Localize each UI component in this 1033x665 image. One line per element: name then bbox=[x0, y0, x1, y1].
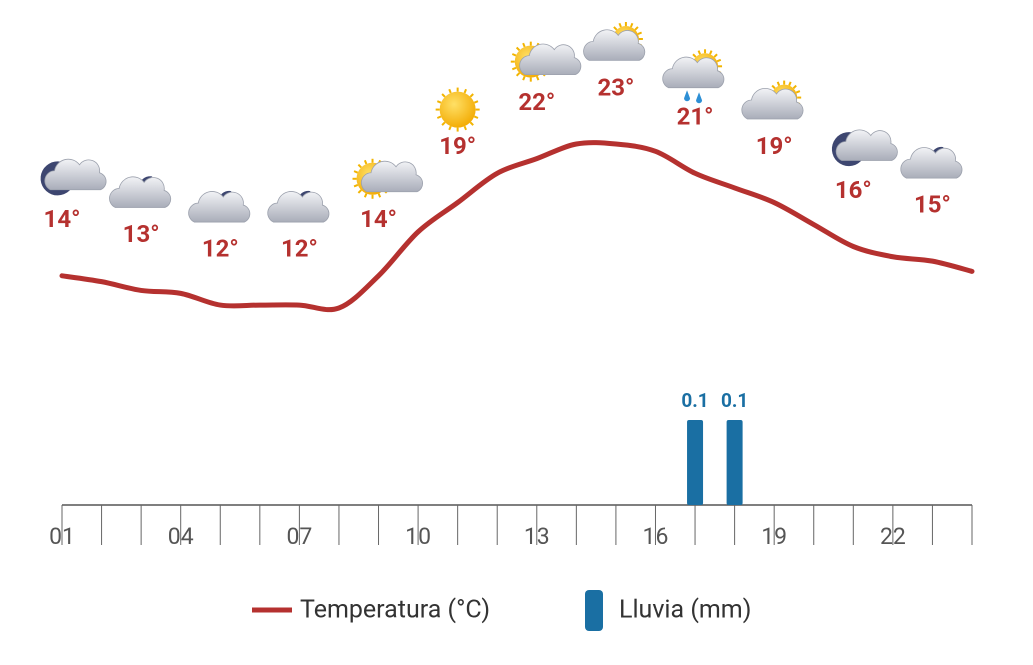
rain-label: 0.1 bbox=[681, 389, 708, 412]
sun-ray bbox=[522, 76, 526, 81]
sun-ray bbox=[436, 100, 442, 104]
raindrop bbox=[684, 90, 691, 102]
cloud bbox=[188, 191, 251, 223]
cloud bbox=[835, 129, 898, 161]
sun-ray bbox=[771, 84, 776, 90]
sun-ray bbox=[792, 84, 797, 90]
temperature-label: 14° bbox=[44, 205, 81, 233]
sun-ray bbox=[463, 88, 467, 94]
weather-icon bbox=[435, 87, 480, 132]
temperature-label: 19° bbox=[756, 132, 793, 160]
temperature-label: 23° bbox=[597, 73, 634, 101]
legend-label: Lluvia (mm) bbox=[619, 596, 751, 625]
sun bbox=[439, 91, 476, 128]
weather-icon bbox=[188, 190, 251, 223]
sun-ray bbox=[363, 193, 368, 198]
sun-ray bbox=[357, 189, 362, 194]
weather-icon bbox=[741, 80, 804, 120]
x-tick-label: 07 bbox=[286, 523, 312, 550]
x-tick-label: 04 bbox=[168, 523, 194, 550]
x-tick-label: 10 bbox=[405, 523, 431, 550]
sun-ray bbox=[436, 115, 442, 119]
legend-label: Temperatura (°C) bbox=[300, 596, 490, 625]
sun-ray bbox=[618, 22, 622, 28]
legend: Temperatura (°C) Lluvia (mm) bbox=[252, 590, 751, 631]
sun-ray bbox=[469, 93, 474, 98]
weather-icon bbox=[662, 49, 725, 104]
cloud bbox=[109, 176, 172, 208]
sun-ray bbox=[441, 121, 446, 126]
sun-ray bbox=[535, 76, 540, 81]
weather-icon bbox=[352, 158, 423, 199]
sun-ray bbox=[515, 72, 521, 77]
temperature-label: 13° bbox=[123, 220, 160, 248]
temperature-label: 14° bbox=[360, 205, 397, 233]
cloud bbox=[583, 29, 646, 61]
sun-ray bbox=[363, 159, 368, 165]
sun-ray bbox=[353, 170, 359, 174]
x-tick-label: 01 bbox=[49, 523, 75, 550]
cloud bbox=[267, 191, 330, 223]
sun-ray bbox=[511, 53, 517, 57]
sun-ray bbox=[469, 121, 474, 126]
temperature-label: 21° bbox=[677, 103, 714, 131]
x-tick-label: 16 bbox=[643, 523, 669, 550]
sun-ray bbox=[511, 66, 517, 71]
temperature-line bbox=[59, 140, 975, 313]
sun-ray bbox=[795, 90, 801, 94]
sun-ray bbox=[713, 53, 718, 58]
legend-swatch bbox=[585, 590, 603, 631]
weather-icon bbox=[267, 190, 330, 223]
sun-ray bbox=[353, 183, 359, 188]
weather-icon bbox=[583, 22, 646, 61]
sun-ray bbox=[448, 88, 452, 94]
weather-icons bbox=[40, 22, 963, 223]
cloud bbox=[361, 160, 423, 193]
temperature-label: 19° bbox=[439, 132, 476, 160]
x-tick-label: 19 bbox=[761, 523, 787, 550]
sun-ray bbox=[377, 193, 382, 198]
cloud bbox=[44, 158, 107, 191]
sun-ray bbox=[634, 26, 639, 31]
sun-ray bbox=[522, 42, 526, 48]
cloud bbox=[741, 88, 804, 120]
weather-icon bbox=[900, 146, 963, 179]
sun-ray bbox=[776, 81, 781, 86]
temperature-label: 15° bbox=[914, 190, 951, 218]
raindrop bbox=[696, 92, 703, 104]
sun-ray bbox=[697, 50, 701, 55]
sun-ray bbox=[637, 31, 643, 35]
weather-icon bbox=[510, 41, 582, 82]
sun-ray bbox=[613, 26, 618, 31]
x-tick-label: 22 bbox=[880, 523, 906, 550]
weather-icon bbox=[40, 158, 107, 196]
x-tick-label: 13 bbox=[524, 523, 550, 550]
temperature-label: 12° bbox=[202, 234, 239, 262]
sun-ray bbox=[716, 58, 722, 63]
cloud bbox=[519, 43, 582, 76]
sun-ray bbox=[357, 163, 362, 169]
weather-icon bbox=[109, 176, 172, 208]
weather-icon bbox=[831, 129, 898, 167]
sun-ray bbox=[473, 115, 479, 119]
rain-bar bbox=[726, 420, 743, 505]
sun-ray bbox=[788, 81, 792, 86]
plot: 01 04 07 10 13 16 19 22 14° 13° 12° 12° 14° 19° 22° 23°… bbox=[44, 73, 975, 550]
sun-ray bbox=[515, 46, 521, 52]
temperature-label: 22° bbox=[518, 88, 555, 116]
cloud bbox=[662, 56, 725, 89]
sun-ray bbox=[463, 125, 467, 131]
cloud bbox=[900, 147, 963, 179]
rain-bar bbox=[687, 420, 704, 505]
sun-ray bbox=[448, 125, 452, 131]
temperature-label: 16° bbox=[835, 176, 872, 204]
sun-ray bbox=[692, 53, 697, 58]
sun-ray bbox=[629, 22, 634, 28]
rain-label: 0.1 bbox=[721, 389, 748, 412]
sun-ray bbox=[441, 93, 446, 98]
temperature-label: 12° bbox=[281, 234, 318, 262]
sun-ray bbox=[473, 100, 479, 104]
sun-ray bbox=[709, 50, 713, 55]
